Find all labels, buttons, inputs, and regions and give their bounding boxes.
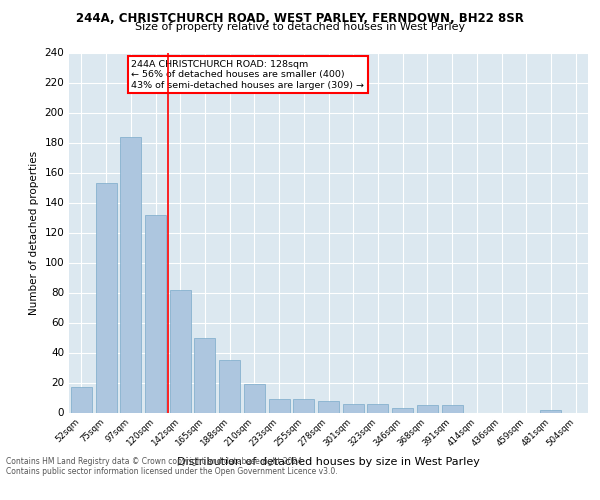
Bar [318,400,339,412]
Bar [417,405,438,412]
Text: Contains public sector information licensed under the Open Government Licence v3: Contains public sector information licen… [6,468,338,476]
X-axis label: Distribution of detached houses by size in West Parley: Distribution of detached houses by size … [177,456,480,466]
Bar [95,183,116,412]
Bar [120,136,141,412]
Bar [442,405,463,412]
Text: Size of property relative to detached houses in West Parley: Size of property relative to detached ho… [135,22,465,32]
Bar [71,387,92,412]
Y-axis label: Number of detached properties: Number of detached properties [29,150,39,314]
Text: 244A CHRISTCHURCH ROAD: 128sqm
← 56% of detached houses are smaller (400)
43% of: 244A CHRISTCHURCH ROAD: 128sqm ← 56% of … [131,60,364,90]
Bar [392,408,413,412]
Bar [145,214,166,412]
Bar [219,360,240,412]
Bar [244,384,265,412]
Bar [541,410,562,412]
Bar [293,399,314,412]
Bar [269,399,290,412]
Bar [194,338,215,412]
Bar [343,404,364,412]
Text: Contains HM Land Registry data © Crown copyright and database right 2024.: Contains HM Land Registry data © Crown c… [6,458,305,466]
Bar [367,404,388,412]
Bar [170,290,191,412]
Text: 244A, CHRISTCHURCH ROAD, WEST PARLEY, FERNDOWN, BH22 8SR: 244A, CHRISTCHURCH ROAD, WEST PARLEY, FE… [76,12,524,26]
